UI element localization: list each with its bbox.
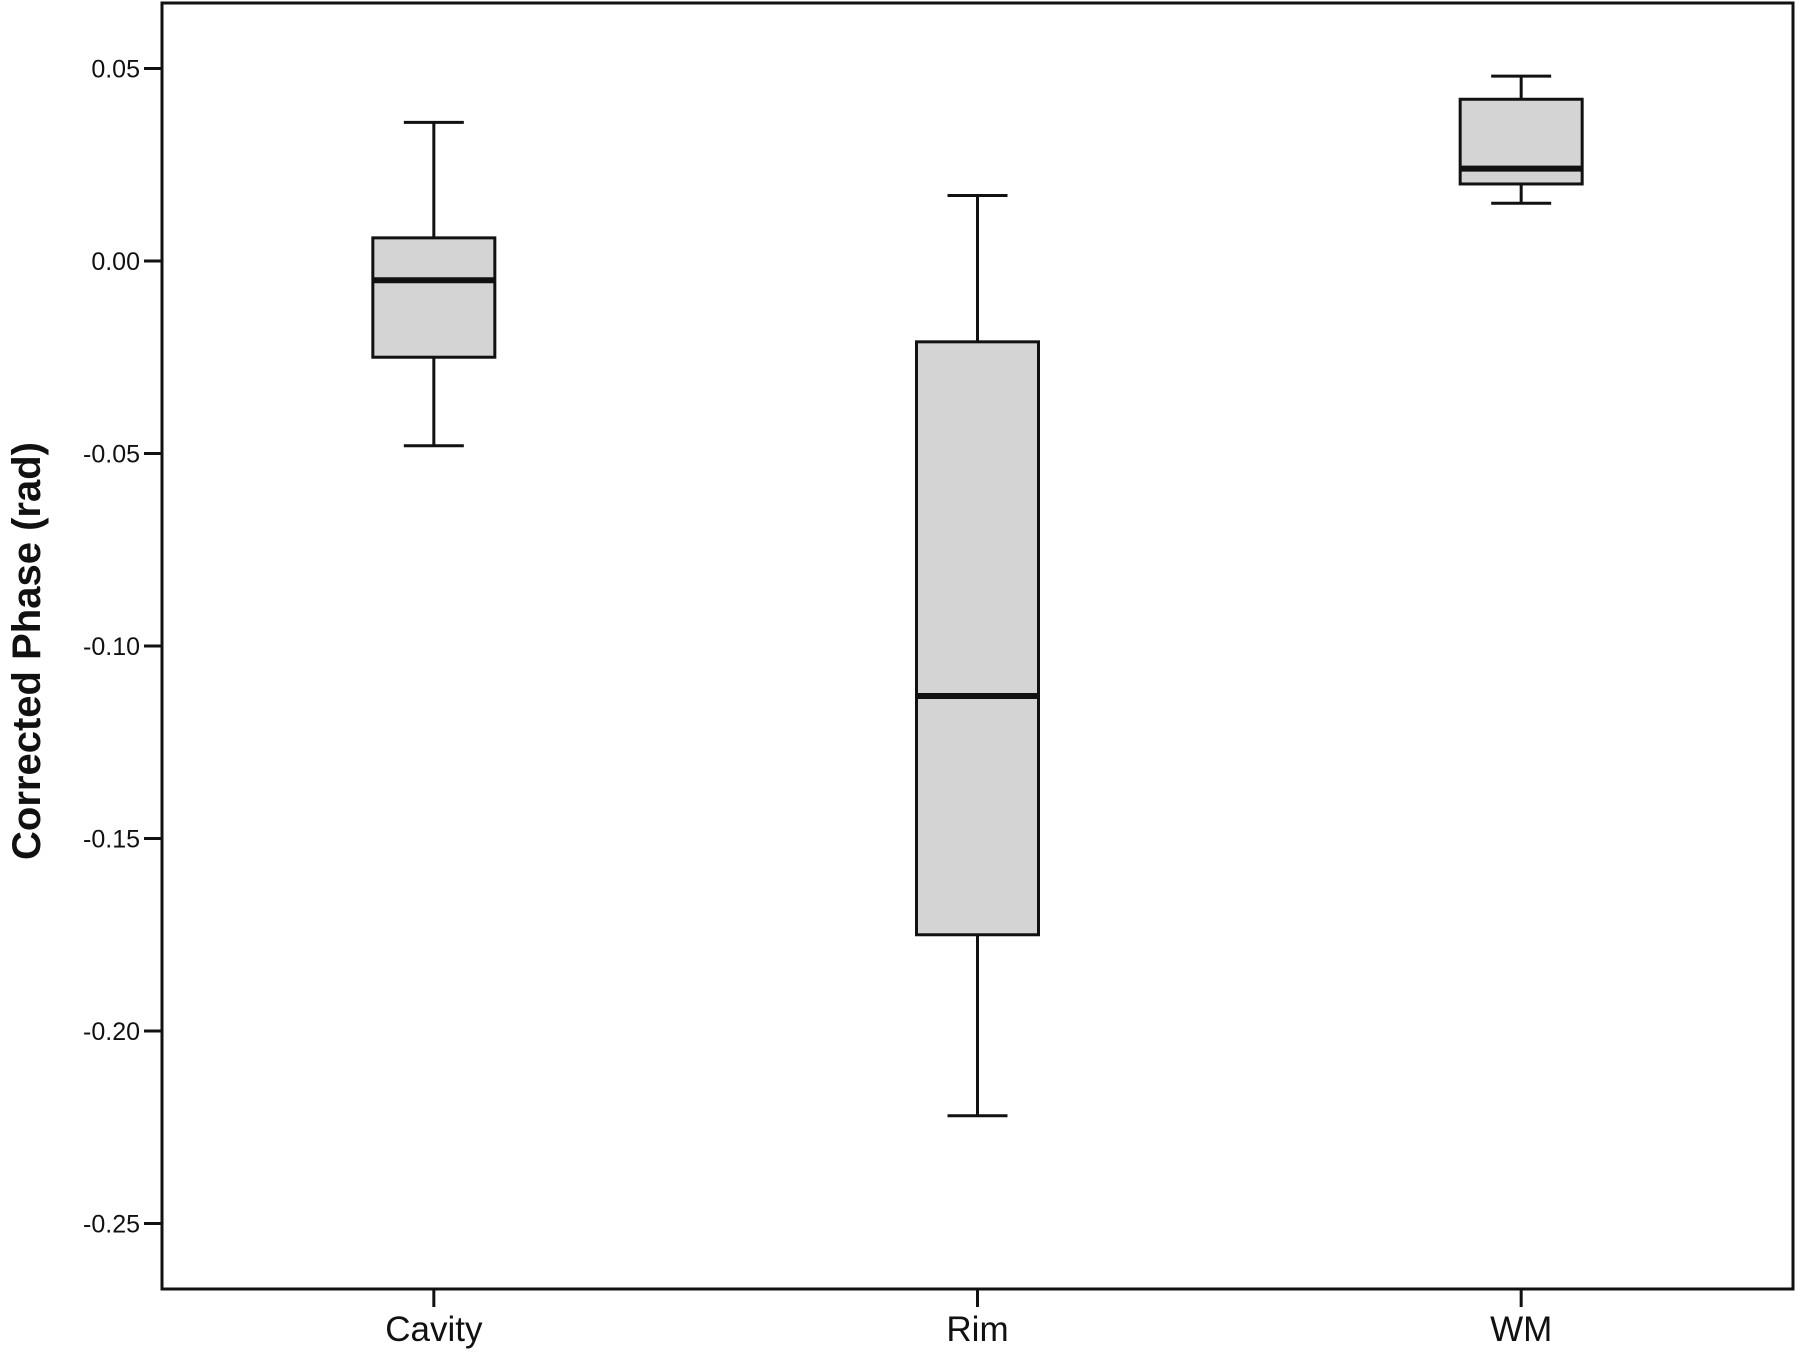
x-tick-label: Cavity <box>385 1310 483 1349</box>
y-tick-label: -0.10 <box>83 633 140 661</box>
y-tick-label: 0.05 <box>91 55 140 83</box>
y-tick-label: -0.25 <box>83 1211 140 1239</box>
y-tick-label: -0.15 <box>83 826 140 854</box>
x-axis: Cavity Rim WM <box>385 1289 1552 1349</box>
x-tick-label: Rim <box>946 1310 1008 1349</box>
box-wm <box>1458 74 1584 205</box>
box-rim <box>915 194 1040 1118</box>
y-axis-title: Corrected Phase (rad) <box>5 442 49 860</box>
y-tick-label: 0.00 <box>91 248 140 276</box>
y-axis: 0.05 0.00 -0.05 -0.10 -0.15 -0.20 -0.25 <box>83 55 162 1239</box>
box-group <box>371 74 1584 1118</box>
x-tick-label: WM <box>1490 1310 1552 1349</box>
y-tick-label: -0.05 <box>83 440 140 468</box>
y-tick-label: -0.20 <box>83 1018 140 1046</box>
iqr-box <box>371 236 497 359</box>
box-cavity <box>371 120 497 448</box>
iqr-box <box>915 340 1040 937</box>
